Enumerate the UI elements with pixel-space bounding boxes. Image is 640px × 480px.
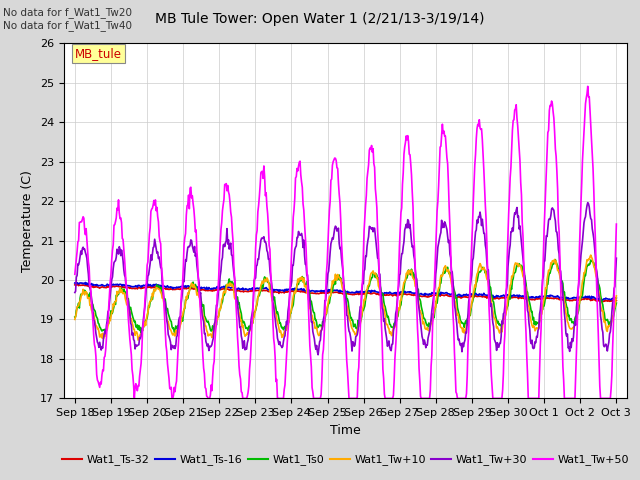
Wat1_Ts-32 xyxy=(428,292,436,298)
Text: MB Tule Tower: Open Water 1 (2/21/13-3/19/14): MB Tule Tower: Open Water 1 (2/21/13-3/1… xyxy=(156,12,484,26)
Wat1_Ts0 xyxy=(428,315,436,321)
Wat1_Tw+10 xyxy=(587,252,595,258)
Wat1_Tw+50 xyxy=(192,227,200,233)
Wat1_Tw+30 xyxy=(191,253,199,259)
Wat1_Tw+50 xyxy=(584,84,591,89)
Wat1_Tw+30 xyxy=(584,200,591,205)
Line: Wat1_Tw+50: Wat1_Tw+50 xyxy=(75,86,616,398)
Wat1_Ts-32 xyxy=(412,292,420,298)
Wat1_Tw+10 xyxy=(412,283,420,288)
Wat1_Tw+10 xyxy=(221,290,228,296)
Wat1_Tw+10 xyxy=(81,292,88,298)
Wat1_Tw+50 xyxy=(612,221,620,227)
Wat1_Tw+30 xyxy=(136,336,144,341)
Wat1_Tw+50 xyxy=(71,272,79,277)
Y-axis label: Temperature (C): Temperature (C) xyxy=(22,170,35,272)
Wat1_Ts-16 xyxy=(412,290,420,296)
Wat1_Ts-32 xyxy=(73,282,81,288)
Wat1_Ts-32 xyxy=(81,283,89,288)
Wat1_Ts-32 xyxy=(598,299,606,304)
Line: Wat1_Ts-16: Wat1_Ts-16 xyxy=(75,283,616,300)
Wat1_Ts0 xyxy=(192,284,200,289)
Text: No data for f_Wat1_Tw20: No data for f_Wat1_Tw20 xyxy=(3,7,132,18)
Wat1_Ts-16 xyxy=(428,290,436,296)
Wat1_Ts-16 xyxy=(192,284,200,289)
Wat1_Ts0 xyxy=(552,257,559,263)
Wat1_Ts0 xyxy=(81,288,88,293)
Text: No data for f_Wat1_Tw40: No data for f_Wat1_Tw40 xyxy=(3,20,132,31)
Wat1_Ts0 xyxy=(412,279,420,285)
Wat1_Ts-32 xyxy=(221,286,228,291)
Wat1_Tw+50 xyxy=(428,352,436,358)
Wat1_Tw+10 xyxy=(192,287,200,292)
Wat1_Tw+30 xyxy=(71,289,79,295)
Wat1_Ts-16 xyxy=(599,297,607,303)
Wat1_Tw+50 xyxy=(221,181,228,187)
Wat1_Tw+30 xyxy=(428,308,436,313)
Line: Wat1_Ts0: Wat1_Ts0 xyxy=(75,260,616,333)
Wat1_Tw+50 xyxy=(136,367,144,373)
Wat1_Tw+30 xyxy=(314,352,322,358)
Wat1_Ts-32 xyxy=(137,286,145,291)
Wat1_Tw+30 xyxy=(81,246,88,252)
Wat1_Tw+30 xyxy=(612,255,620,261)
Wat1_Ts-16 xyxy=(612,295,620,301)
Wat1_Tw+30 xyxy=(220,241,228,247)
Wat1_Ts-32 xyxy=(192,285,200,291)
Wat1_Ts-16 xyxy=(221,284,228,289)
Wat1_Tw+30 xyxy=(412,274,420,280)
Wat1_Tw+10 xyxy=(428,319,436,325)
X-axis label: Time: Time xyxy=(330,424,361,437)
Wat1_Ts-16 xyxy=(71,280,79,286)
Wat1_Ts0 xyxy=(137,330,145,336)
Text: MB_tule: MB_tule xyxy=(76,48,122,60)
Line: Wat1_Ts-32: Wat1_Ts-32 xyxy=(75,285,616,301)
Wat1_Tw+50 xyxy=(81,227,88,232)
Wat1_Ts0 xyxy=(221,291,228,297)
Wat1_Tw+10 xyxy=(71,316,79,322)
Wat1_Ts-16 xyxy=(137,284,145,290)
Wat1_Tw+10 xyxy=(612,293,620,299)
Wat1_Ts-32 xyxy=(71,282,79,288)
Line: Wat1_Tw+10: Wat1_Tw+10 xyxy=(75,255,616,340)
Wat1_Ts-16 xyxy=(81,281,88,287)
Line: Wat1_Tw+30: Wat1_Tw+30 xyxy=(75,203,616,355)
Wat1_Tw+50 xyxy=(412,286,420,291)
Wat1_Tw+10 xyxy=(134,337,142,343)
Wat1_Ts0 xyxy=(612,300,620,306)
Wat1_Ts-16 xyxy=(81,280,89,286)
Wat1_Ts0 xyxy=(136,324,144,330)
Legend: Wat1_Ts-32, Wat1_Ts-16, Wat1_Ts0, Wat1_Tw+10, Wat1_Tw+30, Wat1_Tw+50: Wat1_Ts-32, Wat1_Ts-16, Wat1_Ts0, Wat1_T… xyxy=(58,450,633,470)
Wat1_Tw+10 xyxy=(137,331,145,337)
Wat1_Ts-32 xyxy=(612,298,620,303)
Wat1_Ts0 xyxy=(71,314,79,320)
Wat1_Tw+50 xyxy=(168,396,176,401)
